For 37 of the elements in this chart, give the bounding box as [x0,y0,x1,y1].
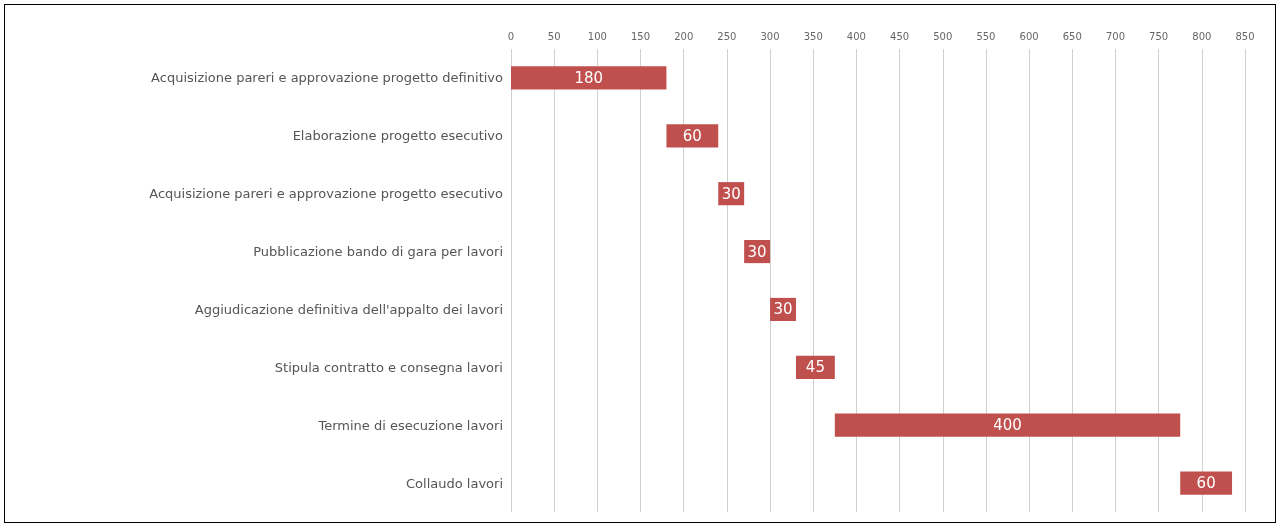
x-tick-label: 850 [1235,30,1255,42]
data-label: 60 [682,126,702,145]
y-tick-label: Pubblicazione bando di gara per lavori [253,244,503,260]
y-tick-label: Stipula contratto e consegna lavori [274,359,503,375]
x-tick-label: 750 [1149,30,1169,42]
y-tick-label: Elaborazione progetto esecutivo [292,128,504,144]
x-tick-label: 500 [933,30,953,42]
x-tick-label: 400 [846,30,866,42]
data-label: 45 [805,358,825,377]
y-tick-label: Aggiudicazione definitiva dell'appalto dei lavori [194,301,503,317]
data-label: 60 [1196,474,1216,493]
data-label: 30 [721,184,741,203]
y-tick-label: Acquisizione pareri e approvazione progetto definitivo [151,70,504,86]
x-tick-label: 450 [890,30,910,42]
x-tick-label: 650 [1062,30,1082,42]
data-label: 400 [993,416,1022,435]
data-label: 180 [574,68,604,87]
bar [1180,471,1233,495]
x-tick-label: 550 [976,30,996,42]
data-label: 30 [773,300,793,319]
x-tick-label: 300 [760,30,780,42]
y-tick-label: Termine di esecuzione lavori [317,417,503,433]
bar [511,66,667,90]
y-tick-label: Acquisizione pareri e approvazione progetto esecutivo [149,186,504,202]
x-tick-label: 350 [803,30,823,42]
x-tick-label: 50 [547,30,561,42]
x-tick-label: 800 [1192,30,1212,42]
x-tick-label: 150 [630,30,651,42]
bar [834,413,1181,437]
x-tick-label: 600 [1019,30,1039,42]
x-tick-label: 250 [717,30,737,42]
x-tick-label: 0 [507,30,515,42]
y-tick-label: Collaudo lavori [406,475,503,491]
x-tick-label: 100 [587,30,607,42]
x-tick-label: 200 [674,30,694,42]
x-tick-label: 700 [1105,30,1126,42]
data-label: 30 [747,242,767,261]
